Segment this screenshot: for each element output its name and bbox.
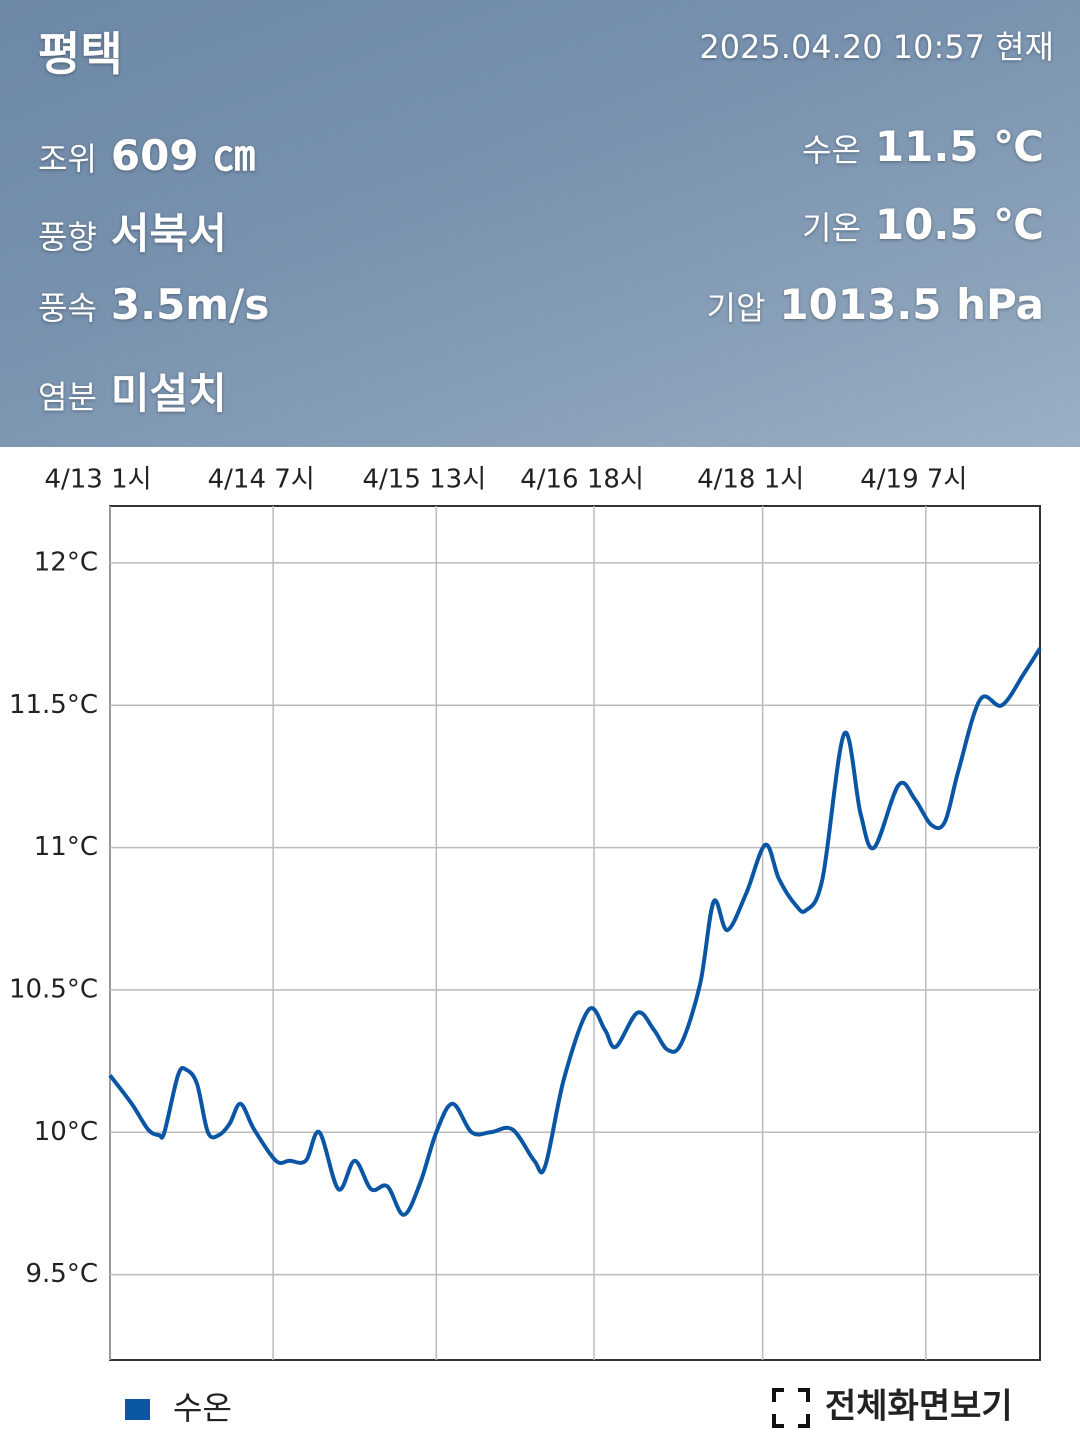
y-tick-label: 10°C bbox=[34, 1117, 98, 1147]
legend-label: 수온 bbox=[173, 1389, 232, 1427]
info-label: 수온 bbox=[802, 131, 861, 169]
data-line bbox=[108, 647, 1042, 1217]
x-tick-label: 4/15 13시 bbox=[362, 465, 486, 495]
y-tick-label: 11°C bbox=[34, 832, 98, 862]
x-tick-label: 4/14 7시 bbox=[208, 465, 315, 495]
x-tick-label: 4/13 1시 bbox=[44, 465, 151, 495]
info-label: 풍속 bbox=[38, 289, 97, 327]
y-tick-label: 11.5°C bbox=[9, 690, 98, 720]
info-value: 미설치 bbox=[110, 369, 227, 418]
info-row: 염분 미설치 bbox=[38, 360, 227, 421]
info-row: 풍향 서북서 bbox=[38, 200, 227, 261]
info-row: 기온 10.5 ℃ bbox=[802, 200, 1044, 249]
info-label: 기압 bbox=[706, 289, 766, 327]
info-row: 기압 1013.5 hPa bbox=[707, 280, 1044, 329]
x-tick-label: 4/19 7시 bbox=[860, 465, 967, 495]
info-label: 조위 bbox=[38, 140, 97, 178]
info-label: 염분 bbox=[38, 378, 97, 416]
plot-frame bbox=[109, 505, 1041, 1361]
fullscreen-icon bbox=[772, 1388, 810, 1428]
info-value: 10.5 ℃ bbox=[874, 200, 1044, 249]
y-tick-label: 12°C bbox=[34, 547, 98, 577]
y-tick-label: 9.5°C bbox=[25, 1259, 98, 1289]
legend-swatch bbox=[125, 1399, 150, 1420]
info-row: 수온 11.5 ℃ bbox=[802, 122, 1044, 171]
location: 평택 bbox=[38, 27, 123, 81]
x-tick-label: 4/16 18시 bbox=[520, 465, 644, 495]
info-label: 기온 bbox=[802, 209, 861, 247]
fullscreen-label: 전체화면보기 bbox=[825, 1387, 1013, 1427]
x-tick-label: 4/18 1시 bbox=[697, 465, 804, 495]
info-value: 11.5 ℃ bbox=[874, 122, 1044, 171]
info-row: 풍속 3.5m/s bbox=[38, 280, 269, 329]
info-value: 1013.5 hPa bbox=[779, 280, 1044, 329]
info-label: 풍향 bbox=[38, 218, 97, 256]
info-value: 서북서 bbox=[110, 209, 227, 258]
y-tick-label: 10.5°C bbox=[9, 974, 98, 1004]
fullscreen-button[interactable]: 전체화면보기 bbox=[772, 1387, 1013, 1428]
info-row: 조위 609 ㎝ bbox=[38, 122, 255, 183]
info-value: 3.5m/s bbox=[110, 280, 270, 329]
station-header: 평택 2025.04.20 10:57 현재 조위 609 ㎝ 풍향 서북서 풍속 3… bbox=[0, 0, 1080, 447]
timestamp: 2025.04.20 10:57 현재 bbox=[699, 28, 1054, 66]
info-value: 609 ㎝ bbox=[110, 131, 256, 180]
